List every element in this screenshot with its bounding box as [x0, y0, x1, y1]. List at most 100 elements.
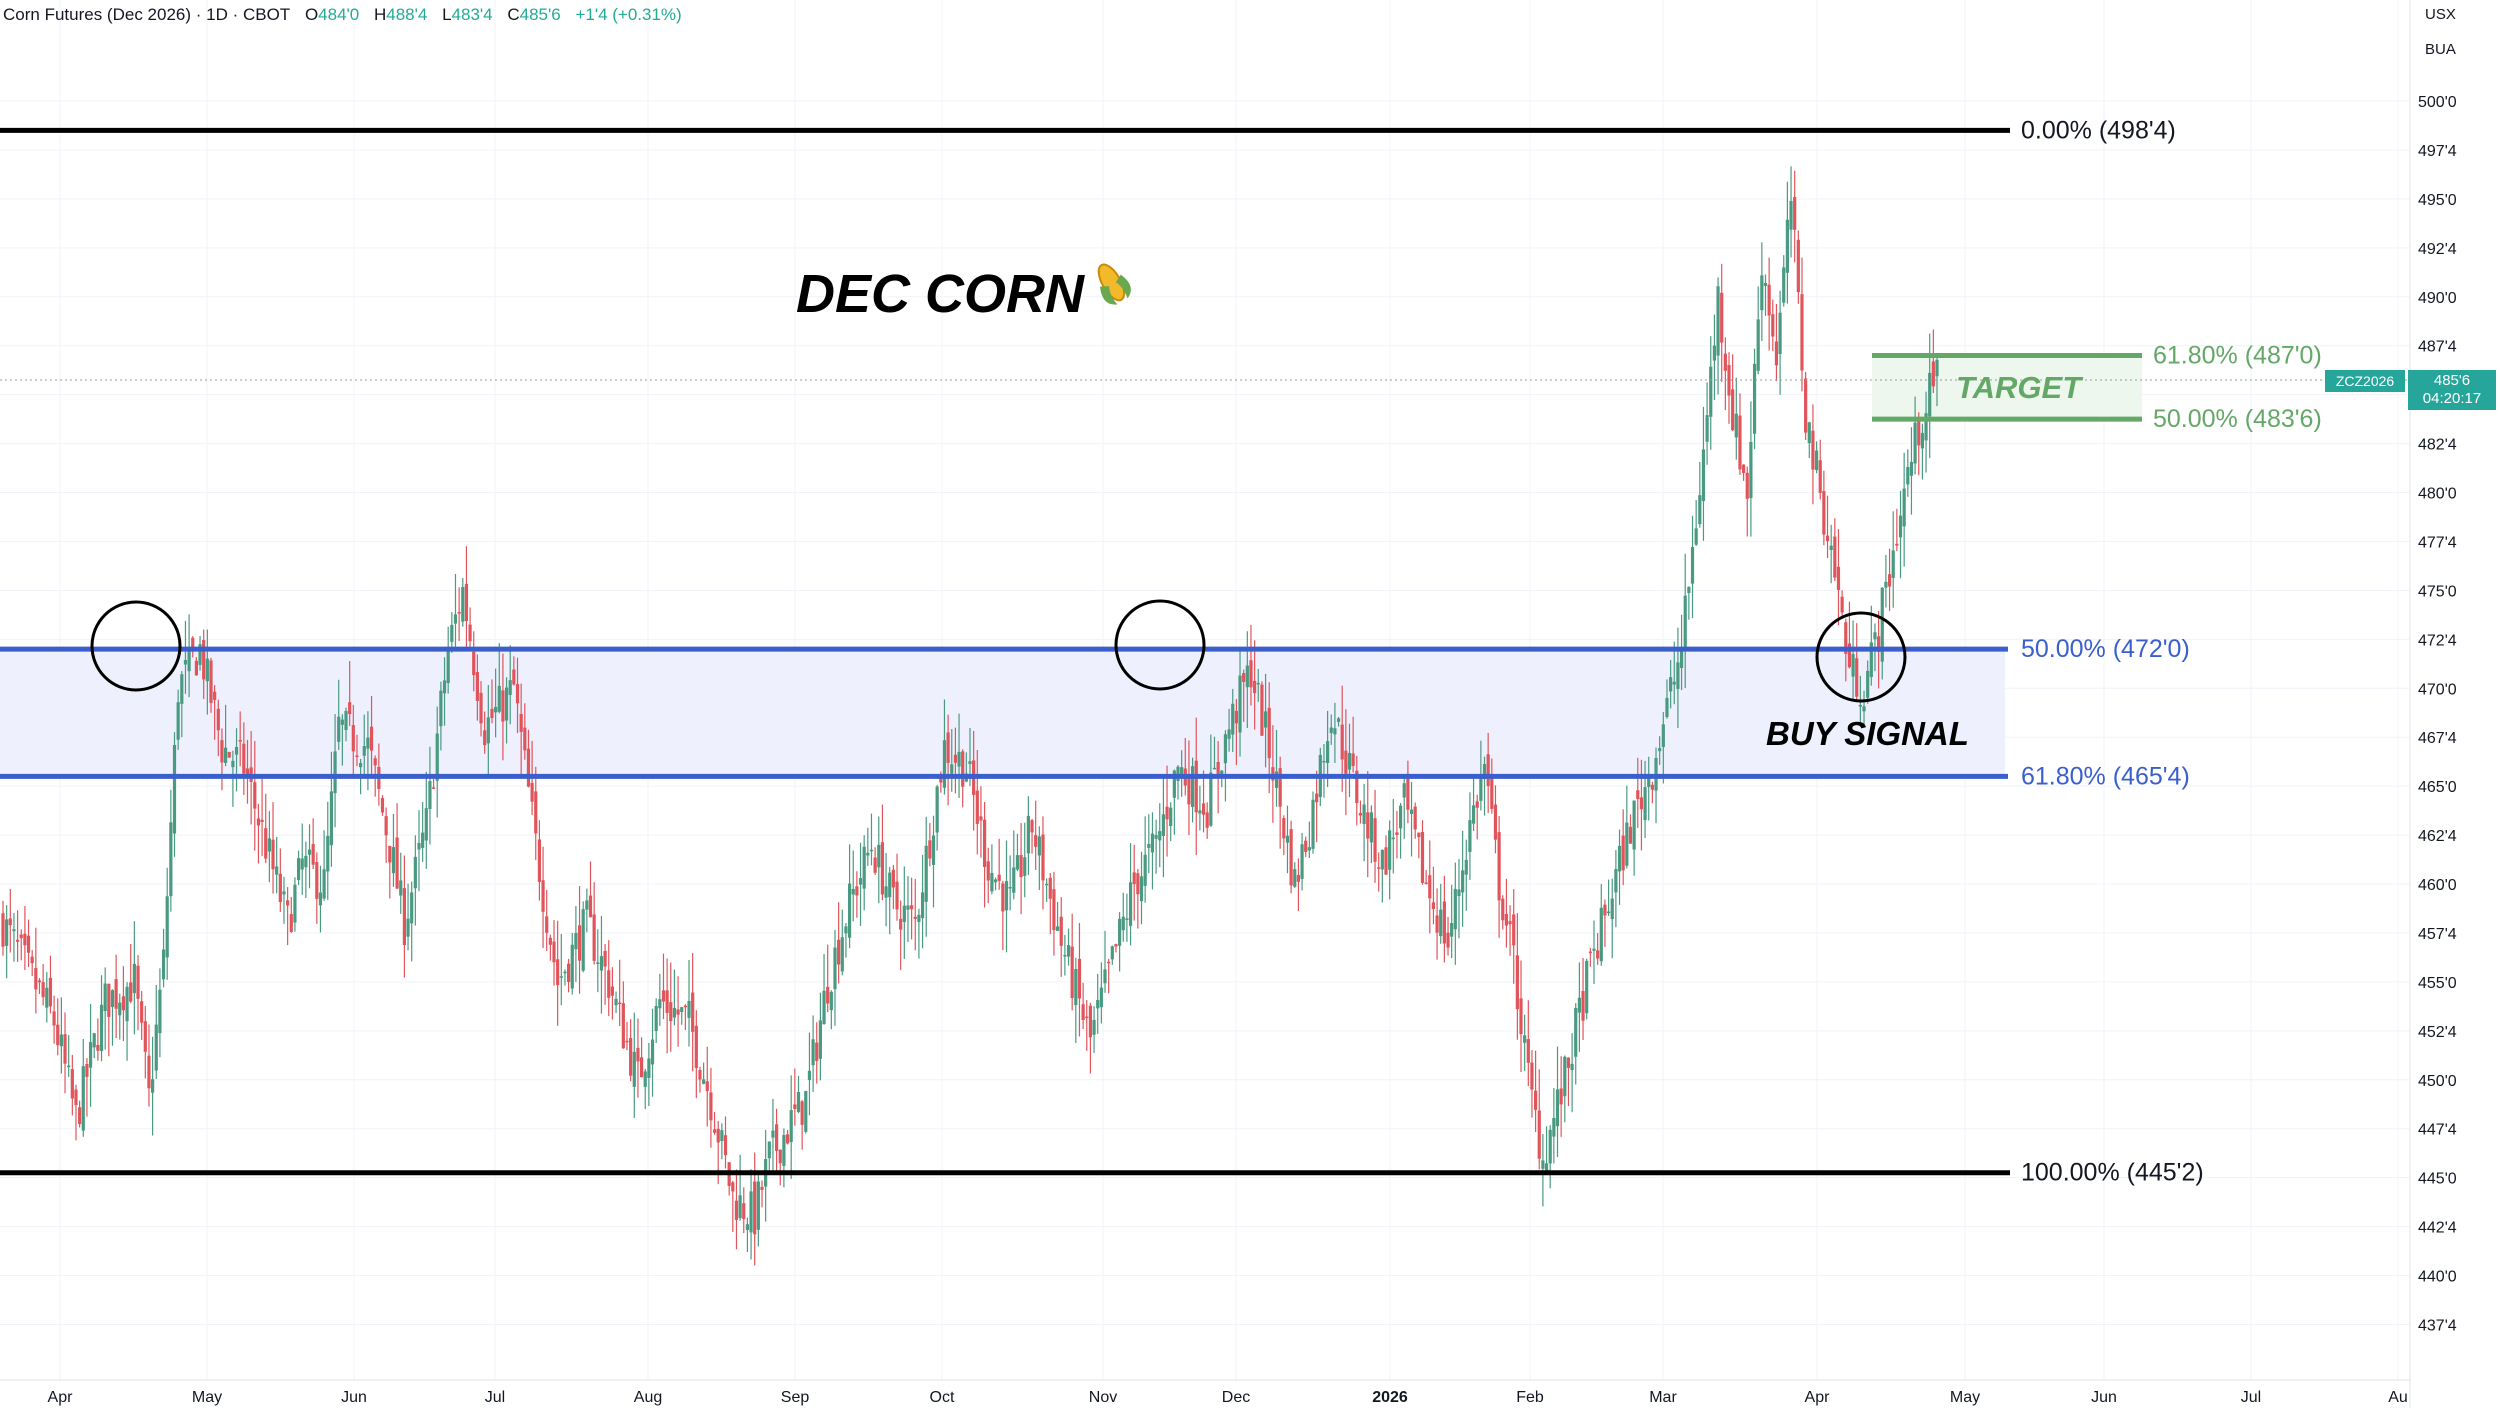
candle-body	[1373, 818, 1377, 862]
candle-body	[1256, 682, 1260, 685]
candle-body	[1037, 836, 1041, 856]
candle-body	[1676, 662, 1680, 689]
candle-body	[519, 713, 523, 732]
candle-body	[1362, 804, 1366, 825]
candle-body	[1216, 762, 1220, 775]
candle-body	[475, 671, 479, 701]
candle-body	[1844, 622, 1848, 654]
x-tick-label: Apr	[1805, 1389, 1831, 1406]
candle-body	[348, 702, 352, 715]
candle-body	[26, 935, 31, 953]
candle-body	[180, 674, 184, 704]
candle-body	[683, 1005, 687, 1008]
candle-body	[118, 1002, 122, 1016]
unit-badge[interactable]: BUA	[2425, 41, 2456, 58]
candle-body	[1121, 916, 1125, 931]
candle-body	[1150, 833, 1155, 853]
candle-body	[610, 986, 614, 996]
candle-body	[1263, 711, 1268, 728]
candle-body	[234, 746, 239, 755]
candle-body	[1778, 312, 1782, 355]
candle-body	[194, 660, 198, 676]
candle-body	[1471, 805, 1476, 824]
candle-body	[1234, 710, 1238, 724]
low-value: 483'4	[451, 5, 493, 24]
x-tick-label: Jul	[2241, 1389, 2261, 1406]
candle-body	[1606, 911, 1611, 914]
candle-body	[1902, 488, 1906, 527]
candle-body	[1928, 372, 1932, 417]
candle-body	[833, 947, 837, 990]
candle-body	[501, 690, 505, 722]
candle-body	[300, 858, 304, 870]
candle-body	[804, 1091, 808, 1132]
candle-body	[1512, 914, 1516, 946]
candle-body	[202, 640, 206, 680]
candle-body	[1515, 955, 1519, 1010]
currency-badge[interactable]: USX	[2425, 6, 2456, 23]
candle-body	[906, 905, 910, 910]
candle-body	[537, 839, 542, 882]
candle-body	[1782, 267, 1786, 303]
candle-body	[1304, 840, 1308, 852]
candle-body	[45, 987, 49, 1008]
y-tick-label: 497'4	[2418, 143, 2457, 160]
candle-body	[1847, 643, 1852, 668]
y-tick-label: 472'4	[2418, 632, 2457, 649]
candle-body	[410, 892, 414, 924]
candle-body	[636, 1047, 640, 1062]
candle-body	[1818, 460, 1822, 493]
candle-body	[1749, 441, 1753, 499]
candle-body	[1679, 650, 1684, 668]
candle-body	[1596, 950, 1600, 959]
corn-icon	[1097, 263, 1131, 305]
candle-body	[1581, 991, 1585, 1021]
candle-body	[183, 660, 188, 665]
candle-body	[512, 669, 516, 685]
candle-body	[1154, 834, 1158, 839]
candle-body	[942, 740, 947, 788]
candle-body	[993, 879, 998, 883]
x-tick-label: Jun	[2091, 1389, 2117, 1406]
candle-body	[1289, 829, 1293, 886]
candle-body	[1066, 945, 1071, 957]
ticker-tag: ZCZ2026	[2325, 370, 2405, 392]
candle-body	[1081, 1004, 1085, 1020]
candle-body	[362, 746, 366, 756]
candle-body	[1413, 806, 1417, 830]
candle-body	[52, 1011, 56, 1026]
fib-level-label: 50.00% (472'0)	[2021, 635, 2190, 663]
candle-body	[858, 878, 863, 885]
candle-body	[665, 990, 669, 1013]
candle-body	[1428, 875, 1432, 899]
candle-body	[1143, 854, 1147, 886]
y-tick-label: 457'4	[2418, 926, 2457, 943]
candle-body	[1493, 804, 1498, 840]
candle-body	[1172, 770, 1176, 798]
candle-body	[417, 842, 421, 850]
candle-body	[81, 1066, 85, 1131]
candle-body	[629, 1037, 633, 1076]
candle-body	[1508, 921, 1512, 925]
candle-body	[1136, 873, 1140, 895]
candle-body	[1063, 954, 1067, 957]
candle-body	[1231, 703, 1235, 735]
candle-body	[154, 1024, 158, 1071]
candle-body	[1909, 461, 1914, 476]
candle-body	[950, 764, 954, 774]
candle-body	[1442, 901, 1446, 944]
candle-body	[264, 828, 268, 859]
candle-body	[315, 862, 319, 899]
x-tick-label: 2026	[1372, 1389, 1408, 1406]
x-tick-label: May	[192, 1389, 222, 1406]
fib-zones	[0, 355, 2142, 777]
candle-body	[1898, 515, 1903, 538]
candle-body	[1340, 724, 1344, 760]
candle-body	[497, 685, 501, 712]
candle-body	[866, 852, 870, 856]
candle-body	[19, 934, 23, 939]
candle-body	[340, 719, 344, 725]
candle-body	[1866, 670, 1870, 698]
candle-body	[782, 1135, 786, 1166]
